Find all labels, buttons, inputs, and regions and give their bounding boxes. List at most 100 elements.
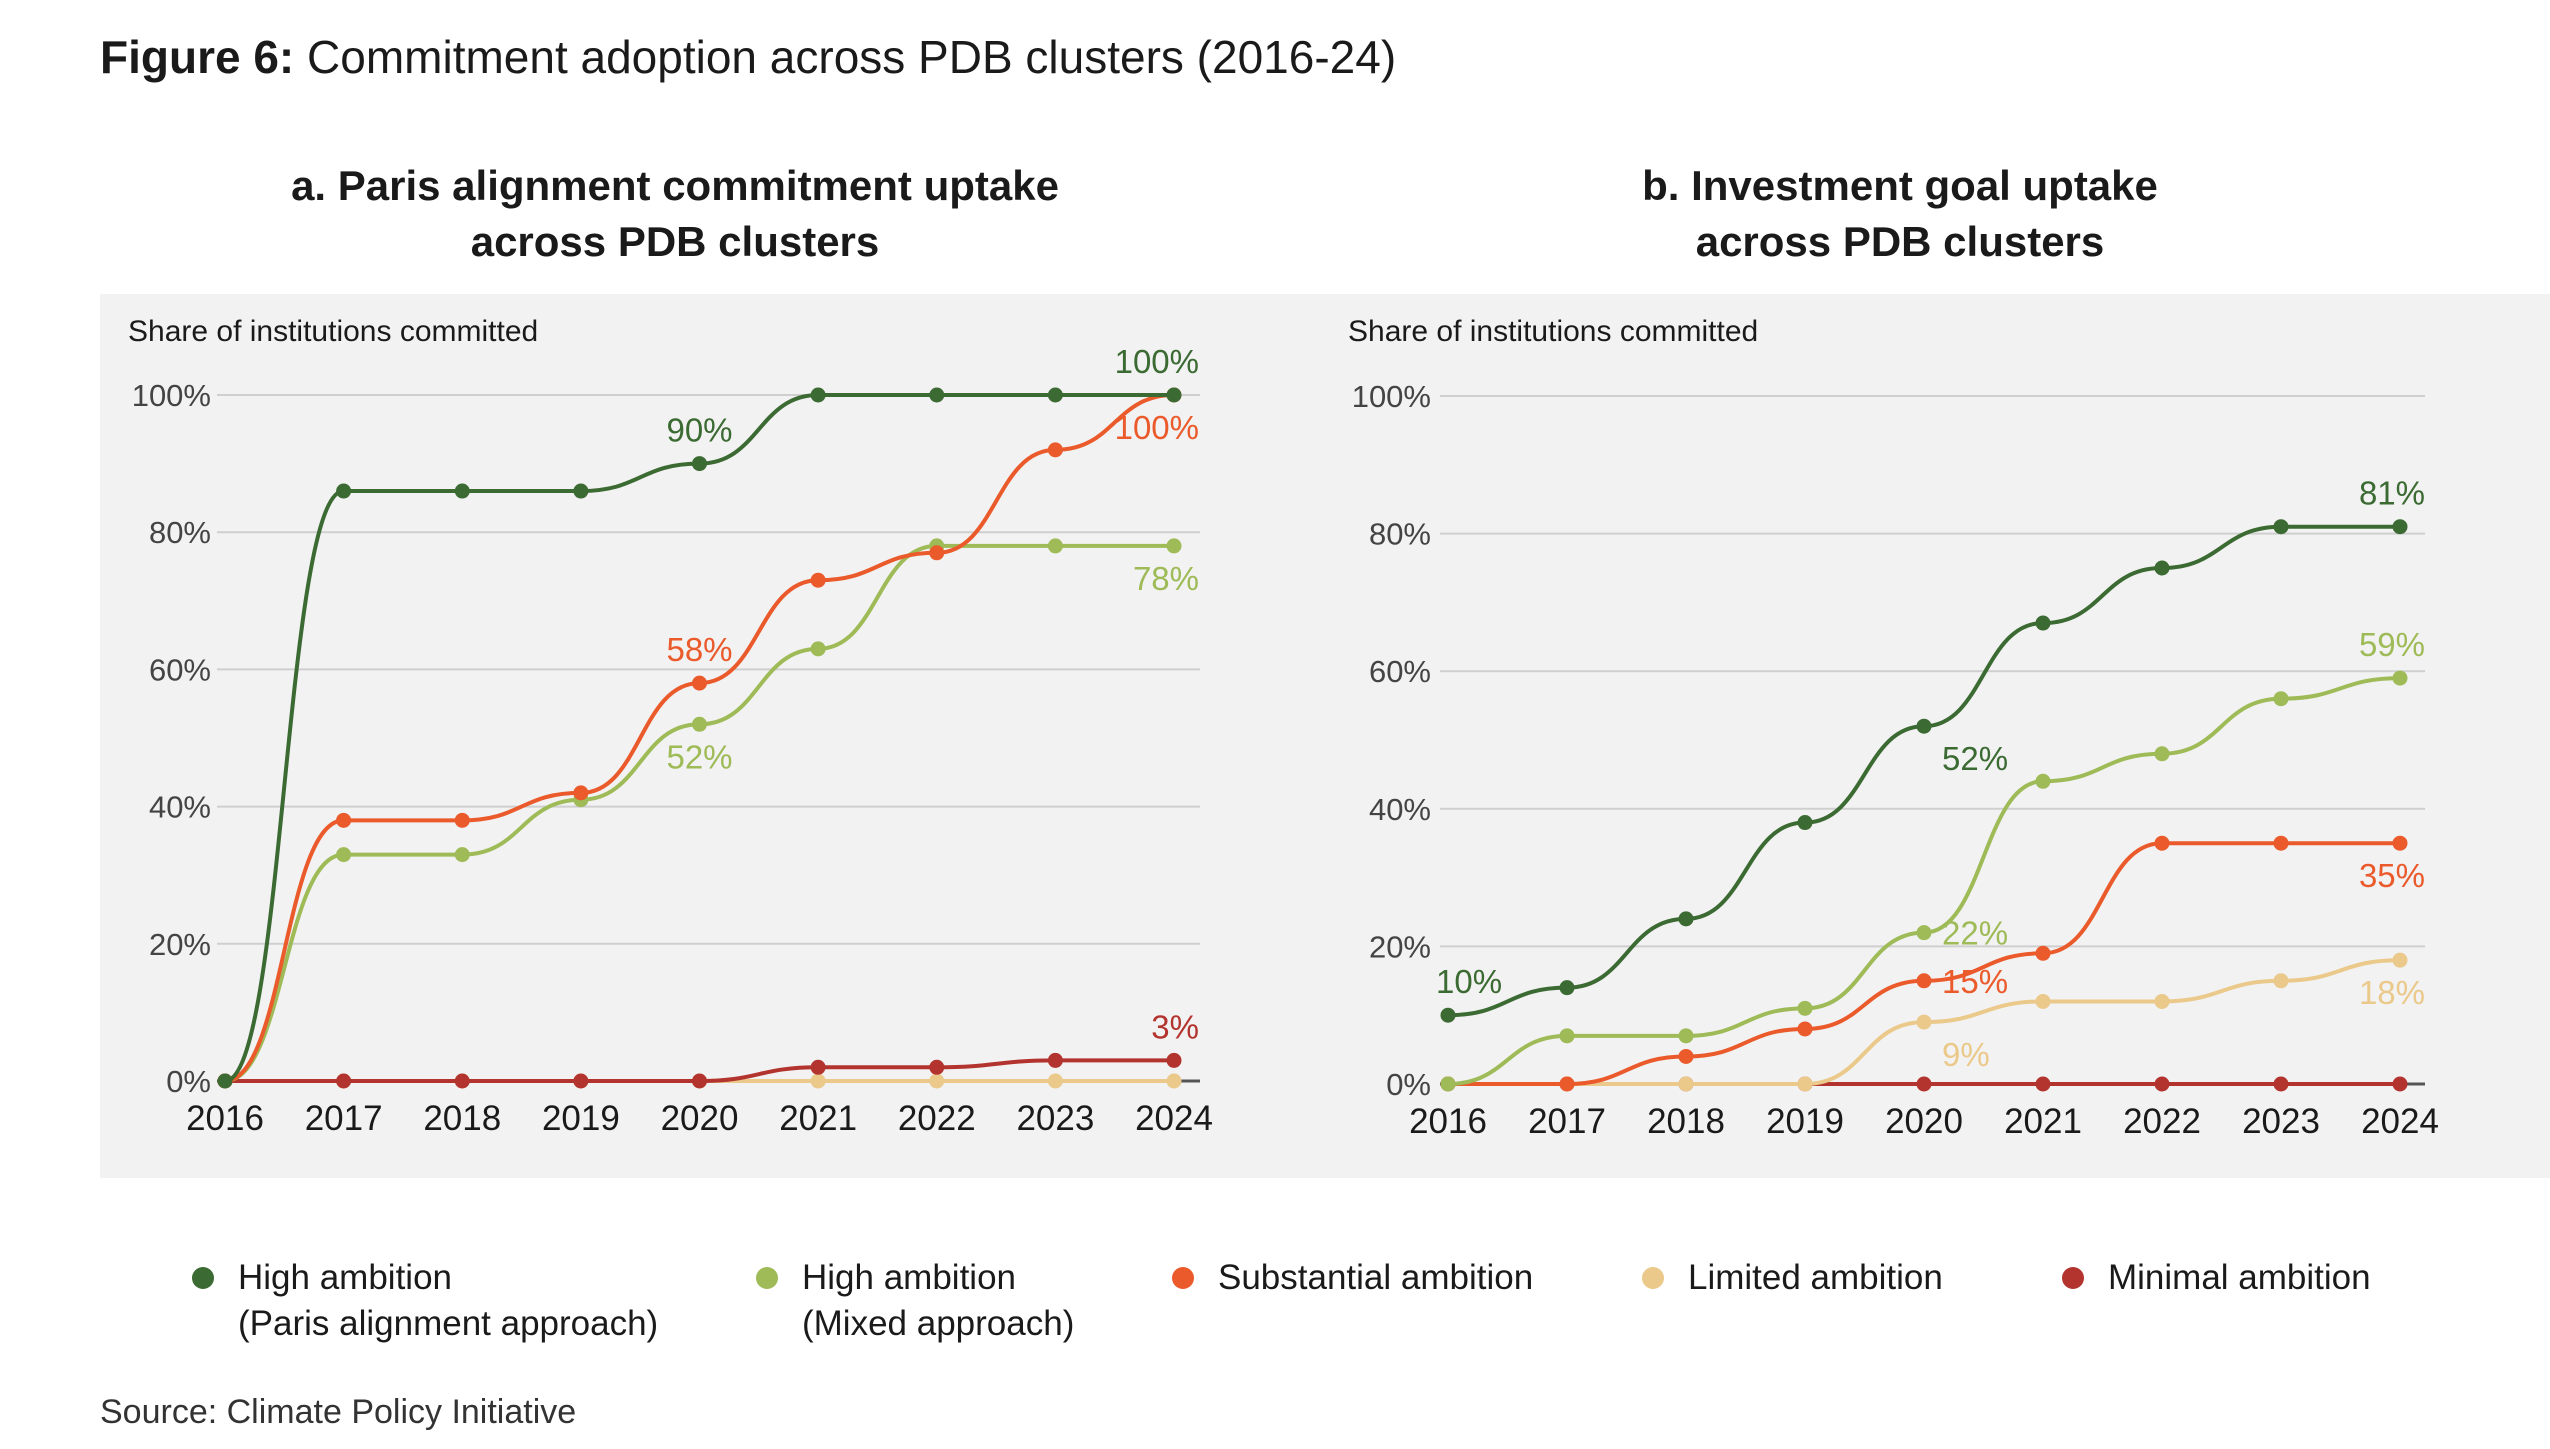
chart-b-xtick-2019: 2019	[1766, 1102, 1844, 1141]
legend-label-substantial: Substantial ambition	[1218, 1258, 1534, 1297]
chart-a-point-minimal-2022	[929, 1059, 945, 1075]
panel-b-title: b. Investment goal uptake across PDB clu…	[1325, 158, 2475, 270]
chart-b-point-high_paris-2019	[1797, 815, 1813, 831]
chart-b-ylabel: Share of institutions committed	[1348, 315, 1758, 348]
chart-a-point-high_paris-2016	[217, 1073, 233, 1089]
chart-a-point-substantial-2023	[1047, 442, 1063, 458]
chart-a-point-substantial-2020	[692, 675, 707, 691]
chart-a-xtick-2021: 2021	[779, 1099, 857, 1138]
panel-b-title-line1: b. Investment goal uptake	[1642, 162, 2158, 209]
chart-b-point-substantial-2024	[2392, 835, 2408, 851]
chart-b-data-label-1: 52%	[1942, 740, 2008, 777]
chart-a-svg: Share of institutions committed 0% 20% 40% 6…	[128, 315, 1213, 1138]
legend-item-high-paris: High ambition (Paris alignment approach)	[192, 1255, 658, 1347]
chart-b-series-line-high_mixed	[1447, 676, 2401, 1086]
chart-a-point-substantial-2021	[810, 572, 826, 588]
chart-a-point-high_paris-2022	[929, 387, 945, 403]
chart-b-ytick-0: 0%	[1386, 1067, 1431, 1102]
chart-a-ytick-60: 60%	[149, 652, 211, 687]
chart-a-point-high_paris-2020	[692, 456, 707, 472]
source-note: Source: Climate Policy Initiative	[100, 1393, 577, 1431]
chart-a-data-label-2: 100%	[1115, 409, 1199, 446]
chart-b-data-label-6: 9%	[1942, 1036, 1990, 1073]
chart-a-data-label-1: 100%	[1115, 343, 1199, 380]
chart-a-data-label-0: 90%	[666, 412, 732, 449]
chart-b-data-label-0: 10%	[1436, 963, 1502, 1000]
chart-b-point-substantial-2019	[1797, 1021, 1813, 1037]
chart-a-xtick-2019: 2019	[542, 1099, 620, 1138]
chart-a-point-high_mixed-2018	[454, 847, 470, 863]
chart-a-xtick-2016: 2016	[186, 1099, 264, 1138]
chart-b-point-high_paris-2023	[2273, 519, 2289, 535]
chart-a-xtick-2023: 2023	[1016, 1099, 1094, 1138]
chart-a-point-high_paris-2017	[336, 483, 352, 499]
chart-a-ytick-20: 20%	[149, 927, 211, 962]
chart-b-point-high_mixed-2016	[1440, 1076, 1456, 1092]
chart-a-point-substantial-2022	[929, 545, 945, 561]
chart-b-ytick-40: 40%	[1369, 792, 1431, 827]
chart-panel-b: Share of institutions committed 0% 20% 40% 6…	[1325, 294, 2550, 1178]
legend-label-high-mixed-line2: (Mixed approach)	[802, 1304, 1075, 1343]
chart-a-point-minimal-2018	[454, 1073, 470, 1089]
chart-b-point-high_paris-2024	[2392, 519, 2408, 535]
chart-b-point-high_paris-2020	[1916, 718, 1932, 734]
legend-dot-limited	[1642, 1267, 1664, 1289]
chart-a-data-label-6: 3%	[1151, 1008, 1199, 1045]
chart-a-point-high_mixed-2023	[1047, 538, 1063, 554]
chart-b-xtick-2021: 2021	[2004, 1102, 2082, 1141]
chart-a-point-high_paris-2021	[810, 387, 826, 403]
legend-label-minimal: Minimal ambition	[2108, 1258, 2371, 1297]
chart-b-xtick-2020: 2020	[1885, 1102, 1963, 1141]
chart-b-point-minimal-2023	[2273, 1076, 2289, 1092]
chart-b-data-label-3: 59%	[2359, 626, 2425, 663]
chart-b-point-high_mixed-2020	[1916, 925, 1932, 941]
chart-b-data-label-4: 22%	[1942, 915, 2008, 952]
chart-a-point-minimal-2023	[1047, 1052, 1063, 1068]
chart-b-point-high_paris-2018	[1678, 911, 1694, 927]
chart-b-point-minimal-2022	[2154, 1076, 2170, 1092]
legend-dot-high-paris	[192, 1267, 214, 1289]
chart-a-ylabel: Share of institutions committed	[128, 315, 538, 348]
chart-b-ytick-100: 100%	[1352, 379, 1431, 414]
chart-b-point-high_mixed-2017	[1559, 1028, 1575, 1044]
chart-a-point-substantial-2019	[573, 785, 589, 801]
chart-a-xtick-2020: 2020	[661, 1099, 739, 1138]
legend-label-high-mixed-line1: High ambition	[802, 1258, 1016, 1297]
panel-a-title-line2: across PDB clusters	[470, 218, 880, 265]
chart-b-series-line-substantial	[1447, 841, 2400, 1086]
chart-b-data-label-7: 35%	[2359, 857, 2425, 894]
panel-a-title: a. Paris alignment commitment uptake acr…	[100, 158, 1250, 270]
legend: High ambition (Paris alignment approach)…	[0, 1255, 2550, 1355]
chart-a-data-label-5: 52%	[666, 738, 732, 775]
chart-b-xtick-2024: 2024	[2361, 1102, 2439, 1141]
chart-b-point-limited-2023	[2273, 973, 2289, 989]
chart-b-point-limited-2020	[1916, 1014, 1932, 1030]
chart-b-point-high_paris-2016	[1440, 1007, 1456, 1023]
chart-b-point-high_paris-2021	[2035, 615, 2051, 631]
chart-b-xtick-2022: 2022	[2123, 1102, 2201, 1141]
chart-a-series-line-high_mixed	[224, 543, 1174, 1083]
chart-b-xtick-2023: 2023	[2242, 1102, 2320, 1141]
figure-title-text: Commitment adoption across PDB clusters …	[307, 31, 1397, 83]
legend-dot-minimal	[2062, 1267, 2084, 1289]
chart-b-point-high_mixed-2022	[2154, 746, 2170, 762]
chart-b-point-substantial-2021	[2035, 945, 2051, 961]
chart-a-point-limited-2023	[1047, 1073, 1063, 1089]
chart-a-point-minimal-2024	[1166, 1052, 1182, 1068]
chart-b-data-label-8: 18%	[2359, 974, 2425, 1011]
chart-b-ytick-20: 20%	[1369, 929, 1431, 964]
chart-a-point-high_paris-2018	[454, 483, 470, 499]
chart-a-point-substantial-2017	[336, 812, 352, 828]
chart-b-point-minimal-2024	[2392, 1076, 2408, 1092]
chart-b-point-substantial-2022	[2154, 835, 2170, 851]
chart-a-xtick-2022: 2022	[898, 1099, 976, 1138]
chart-a-point-high_mixed-2024	[1166, 538, 1182, 554]
figure-label: Figure 6:	[100, 31, 295, 83]
chart-a-point-limited-2021	[810, 1073, 826, 1089]
chart-a-point-minimal-2021	[810, 1059, 826, 1075]
chart-b-xtick-2016: 2016	[1409, 1102, 1487, 1141]
chart-a-point-minimal-2017	[336, 1073, 352, 1089]
chart-b-point-limited-2019	[1797, 1076, 1813, 1092]
legend-item-substantial: Substantial ambition	[1172, 1255, 1534, 1301]
chart-b-point-limited-2022	[2154, 993, 2170, 1009]
